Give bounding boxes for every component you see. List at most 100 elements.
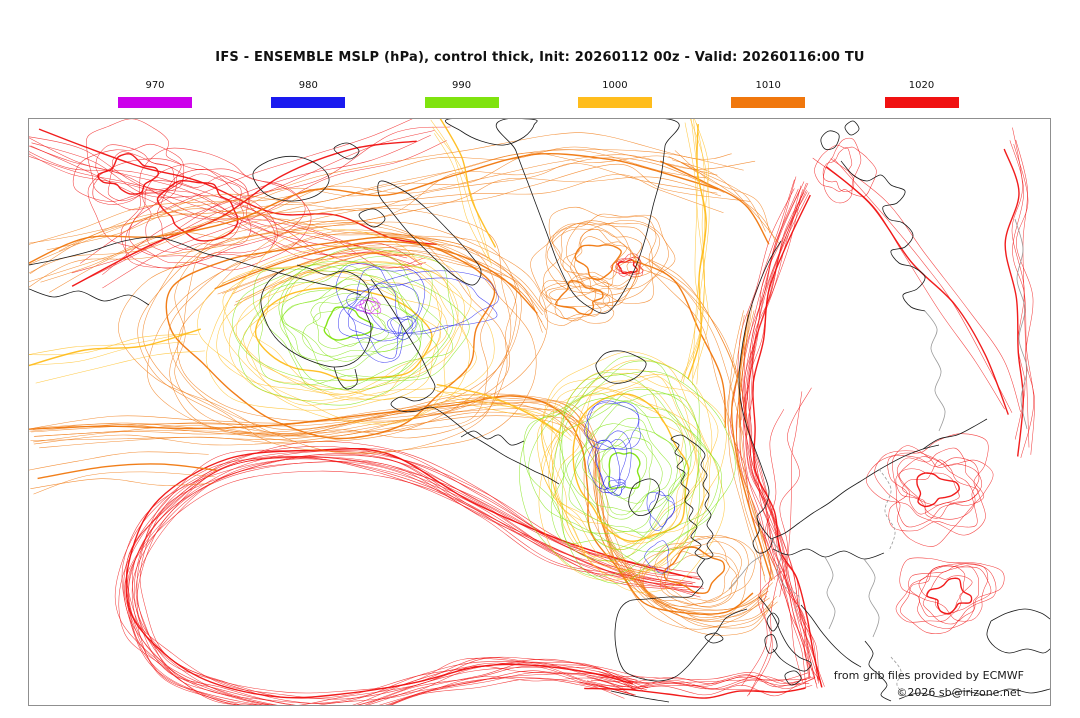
contour-cluster-balkan-vortex (895, 557, 1005, 634)
contour-cluster-uk-low-core (587, 430, 632, 494)
legend-item-990: 990 (397, 80, 527, 108)
contour-cluster-greenland-east-band (680, 119, 710, 386)
contour-cluster-norwegian-sea-arcs (631, 253, 748, 438)
legend-label: 970 (145, 80, 165, 91)
legend-item-970: 970 (90, 80, 220, 108)
contour-cluster-france-inland-wisps (741, 551, 783, 697)
legend-swatch (731, 97, 806, 108)
coastline (764, 634, 778, 654)
attribution-source: from grib files provided by ECMWF (833, 669, 1024, 682)
coastline (840, 160, 926, 312)
coastline (370, 278, 560, 485)
legend-swatch (424, 97, 499, 108)
border-line (890, 656, 908, 698)
contour-cluster-ne-diag-wisps (812, 157, 1021, 415)
coastline (29, 288, 150, 306)
coastline (864, 640, 892, 702)
legend-label: 1000 (602, 80, 628, 91)
contour-cluster-celtic-loop (644, 540, 669, 574)
contour-cluster-east-europe-vortex (866, 433, 994, 547)
coastline (758, 596, 812, 672)
coastline (628, 478, 660, 516)
legend-swatch (577, 97, 652, 108)
contour-cluster-irish-sea-loop (646, 491, 676, 531)
border-line (878, 468, 896, 552)
legend-item-1020: 1020 (857, 80, 987, 108)
coastline (614, 558, 748, 682)
coastline (844, 120, 860, 136)
legend-swatch (118, 97, 192, 108)
coastline (29, 236, 362, 296)
contour-cluster-iberia-band (579, 671, 816, 699)
border-line (924, 310, 946, 432)
page-title: IFS - ENSEMBLE MSLP (hPa), control thick… (215, 50, 865, 65)
coastline (333, 142, 360, 160)
coastline (333, 366, 358, 390)
legend: 970 980 990 1000 1010 1020 (0, 80, 1080, 114)
legend-label: 1020 (908, 80, 935, 91)
coastline (766, 612, 780, 632)
contour-cluster-norway-coastal-band (730, 176, 825, 689)
coastline (986, 620, 1050, 654)
contour-cluster-greenland-south-loops (539, 275, 615, 326)
contour-cluster-canada-low-min (355, 297, 382, 314)
legend-item-980: 980 (243, 80, 373, 108)
contour-cluster-top-gap-band (430, 119, 497, 266)
coastline (800, 604, 862, 668)
coastline (820, 130, 840, 150)
coastline (377, 180, 482, 286)
attribution-copyright: ©2026 sb@irizone.net (896, 686, 1021, 699)
contour-cluster-nw-tangle-loops-2 (72, 119, 185, 211)
contour-cluster-canada-low-wide (346, 270, 499, 335)
map-svg (29, 119, 1050, 705)
coastline (260, 264, 372, 368)
contour-cluster-arctic-top-band (29, 132, 756, 293)
coastline (990, 608, 1050, 622)
legend-swatch (271, 97, 346, 108)
border-line (824, 556, 836, 630)
contour-cluster-atlantic-ridge-band (114, 441, 704, 705)
coastline (610, 690, 670, 703)
coastline (770, 444, 940, 540)
contour-cluster-canada-low (232, 247, 470, 406)
border-line (863, 558, 880, 638)
coastline (752, 516, 774, 554)
border-line (1014, 218, 1028, 430)
contour-cluster-west-band (29, 328, 205, 384)
border-line (784, 586, 800, 612)
legend-swatch (884, 97, 959, 108)
contour-cluster-greenland-mass (530, 206, 676, 307)
legend-item-1000: 1000 (550, 80, 680, 108)
legend-item-1010: 1010 (703, 80, 833, 108)
legend-label: 990 (452, 80, 472, 91)
contour-cluster-norway-inner-band (726, 305, 778, 583)
coastline (704, 632, 724, 644)
contour-cluster-svalbard-approach-band (659, 150, 780, 245)
coastline (595, 350, 647, 384)
coastline (898, 688, 1050, 700)
coastline (444, 119, 538, 146)
legend-label: 980 (298, 80, 318, 91)
coastline (670, 434, 714, 560)
map-frame (28, 118, 1051, 706)
coastline (922, 418, 988, 450)
contour-cluster-canada-ring (197, 229, 495, 425)
contour-cluster-west-edge-band (29, 451, 217, 495)
coastline (738, 240, 782, 540)
border-line (770, 538, 786, 588)
coastline (460, 430, 525, 446)
coastline (496, 119, 680, 314)
contour-cluster-svalbard-wisps (814, 137, 877, 204)
contour-cluster-uk-low-core-small (599, 476, 626, 496)
contour-cluster-nw-diag-band (71, 119, 451, 289)
border-line (728, 554, 764, 590)
contour-cluster-biscay-arcs (639, 535, 756, 621)
contour-cluster-uk-low-north-circle (584, 400, 641, 450)
contour-cluster-right-edge-band (1003, 127, 1035, 458)
coastline (784, 670, 802, 686)
coastline (252, 156, 330, 202)
legend-label: 1010 (755, 80, 781, 91)
coastline (772, 548, 885, 560)
coastline (358, 208, 386, 228)
